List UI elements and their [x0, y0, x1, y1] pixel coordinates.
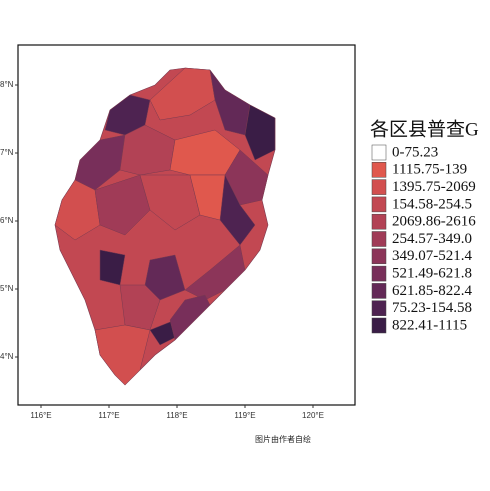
region	[189, 174, 226, 221]
y-tick-label: 4°N	[0, 352, 14, 361]
legend-swatch	[371, 283, 387, 299]
caption: 图片由作者自绘	[255, 434, 311, 444]
y-tick-label: 6°N	[0, 216, 14, 225]
legend-label: 1115.75-139	[392, 162, 467, 178]
legend-swatch	[371, 213, 387, 230]
legend-label: 0-75.23	[392, 144, 438, 160]
legend-title: 各区县普查G	[370, 118, 479, 140]
legend-swatch	[371, 231, 387, 247]
region	[144, 254, 186, 301]
region	[94, 324, 151, 386]
legend-swatch	[371, 179, 387, 195]
x-tick-label: 119°E	[234, 411, 255, 420]
legend-label: 254.57-349.0	[392, 231, 472, 247]
legend-swatch	[371, 144, 387, 161]
legend-label: 521.49-621.8	[392, 266, 472, 282]
legend-swatch	[371, 317, 387, 334]
region	[119, 284, 161, 331]
y-tick-label: 8°N	[0, 80, 14, 89]
legend-label: 75.23-154.58	[392, 300, 472, 316]
legend-label: 822.41-1115	[392, 317, 467, 333]
x-tick-label: 116°E	[30, 411, 51, 420]
legend-label: 349.07-521.4	[392, 248, 472, 264]
legend-label: 1395.75-2069	[392, 179, 476, 195]
legend-swatch	[371, 300, 387, 316]
region-layer	[54, 67, 276, 386]
x-tick-label: 117°E	[98, 411, 119, 420]
x-tick-label: 120°E	[302, 411, 324, 420]
legend-swatch	[371, 196, 387, 213]
region	[169, 294, 211, 341]
legend-label: 154.58-254.5	[392, 196, 472, 212]
legend-swatch	[371, 162, 387, 178]
region	[244, 104, 276, 161]
y-tick-label: 5°N	[0, 284, 14, 293]
legend-label: 621.85-822.4	[392, 283, 472, 299]
legend-swatch	[371, 265, 387, 282]
legend-label: 2069.86-2616	[392, 214, 476, 230]
region	[224, 149, 269, 206]
y-tick-label: 7°N	[0, 148, 14, 157]
x-tick-label: 118°E	[166, 411, 187, 420]
legend-swatch	[371, 248, 387, 265]
